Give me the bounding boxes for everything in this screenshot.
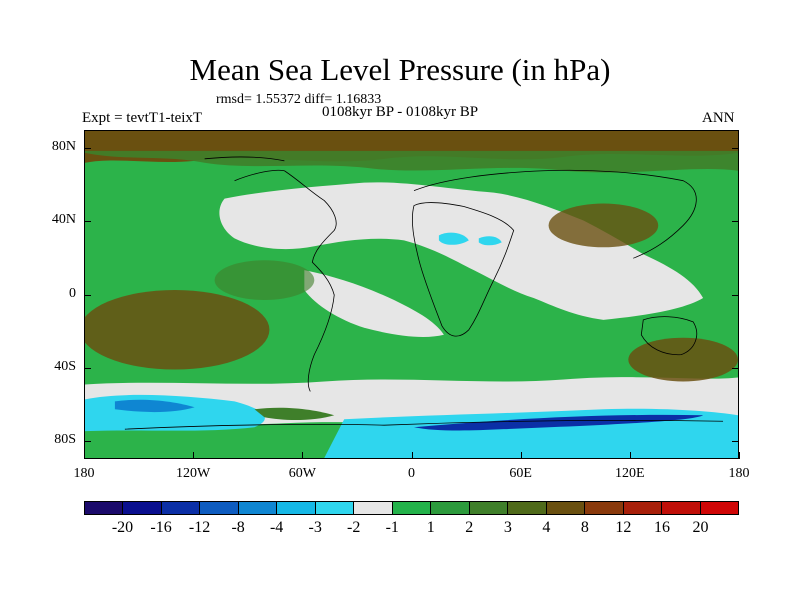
lat-tick-mark <box>84 294 91 296</box>
colorbar-label: -12 <box>188 519 211 536</box>
lat-tick-mark <box>84 440 91 442</box>
colorbar-swatch <box>623 502 663 514</box>
colorbar-swatch <box>700 502 738 514</box>
colorbar-swatch <box>469 502 509 514</box>
americas-coastline <box>284 170 337 392</box>
cyan-mideast-2 <box>478 236 502 246</box>
colorbar-label: -2 <box>347 519 361 536</box>
colorbar-swatch <box>546 502 586 514</box>
colorbar-label: 4 <box>542 519 551 536</box>
colorbar-swatch <box>238 502 278 514</box>
period-label: 0108kyr BP - 0108kyr BP <box>322 104 479 120</box>
lon-tick-mark <box>302 452 304 459</box>
lon-tick-label: 180 <box>728 466 750 481</box>
colorbar-swatch <box>200 502 239 514</box>
lon-tick-label: 120E <box>615 466 645 481</box>
lon-tick-mark <box>84 452 85 459</box>
colorbar-swatch <box>315 502 355 514</box>
map-title: Mean Sea Level Pressure (in hPa) <box>189 52 611 87</box>
colorbar-swatch <box>123 502 162 514</box>
lon-tick-label: 120W <box>176 466 211 481</box>
antarctica-coastline <box>124 420 724 430</box>
australia-coastline <box>640 316 697 356</box>
colorbar-swatch <box>662 502 701 514</box>
colorbar-label: 1 <box>426 519 435 536</box>
stats-line: rmsd= 1.55372 diff= 1.16833 <box>216 92 382 107</box>
lat-tick-mark-right <box>732 440 739 442</box>
colorbar-label: 8 <box>580 519 589 536</box>
lat-tick-mark-right <box>732 367 739 369</box>
asia-brown <box>548 203 659 248</box>
lat-tick-mark-right <box>732 221 739 223</box>
lat-tick-label: 40N <box>51 212 76 228</box>
colorbar-swatch <box>161 502 201 514</box>
south-pacific-brown <box>85 290 270 370</box>
gray-south-atlantic <box>304 270 444 337</box>
lat-tick-label: 80N <box>51 139 76 155</box>
africa-coastline <box>411 202 515 337</box>
antarctic-blue-west <box>114 399 195 413</box>
lon-tick-label: 0 <box>408 466 415 481</box>
colorbar-label: 2 <box>465 519 474 536</box>
colorbar-label: -1 <box>385 519 399 536</box>
arctic-dark-green <box>85 150 738 173</box>
eurasia-coastline <box>413 169 697 259</box>
lat-tick-label: 80S <box>54 431 76 447</box>
colorbar-label: -3 <box>308 519 322 536</box>
colorbar-label: 12 <box>615 519 632 536</box>
north-america-coastline <box>204 156 285 182</box>
colorbar-label: 3 <box>503 519 512 536</box>
lat-tick-label: 0 <box>69 285 76 301</box>
atlantic-dark-green <box>214 260 315 300</box>
lon-tick-mark <box>520 452 522 459</box>
pressure-field-map <box>85 131 738 458</box>
colorbar-swatch <box>392 502 432 514</box>
colorbar-label: 20 <box>692 519 709 536</box>
lon-tick-mark <box>629 452 631 459</box>
colorbar-label: -8 <box>231 519 245 536</box>
lon-tick-mark <box>411 452 413 459</box>
lat-tick-mark <box>84 221 91 223</box>
lat-tick-mark <box>84 367 91 369</box>
antarctic-dark-green <box>254 407 335 421</box>
lon-tick-label: 60E <box>509 466 532 481</box>
colorbar-swatch <box>85 502 124 514</box>
season-label: ANN <box>702 110 735 126</box>
colorbar-swatch <box>277 502 316 514</box>
coastlines <box>124 156 724 430</box>
colorbar-label: -16 <box>150 519 172 536</box>
lon-tick-label: 60W <box>288 466 316 481</box>
colorbar-swatch <box>354 502 393 514</box>
antarctic-deep-blue <box>413 414 704 431</box>
lon-tick-label: 180 <box>73 466 95 481</box>
experiment-label: Expt = tevtT1-teixT <box>82 110 203 126</box>
lat-tick-label: 40S <box>54 358 76 374</box>
australia-brown <box>628 337 738 382</box>
colorbar-swatch <box>508 502 547 514</box>
colorbar-swatch <box>431 502 470 514</box>
colorbar-label: -4 <box>269 519 284 536</box>
colorbar-label: -20 <box>111 519 134 536</box>
map-panel <box>84 130 739 459</box>
lon-tick-mark <box>739 452 740 459</box>
colorbar <box>84 501 739 515</box>
colorbar-swatch <box>585 502 624 514</box>
gray-tropical-band <box>219 182 704 320</box>
lat-tick-mark-right <box>732 148 739 150</box>
lon-tick-mark <box>193 452 195 459</box>
cyan-mideast <box>438 232 469 245</box>
lat-tick-mark-right <box>732 294 739 296</box>
colorbar-label: 16 <box>653 519 670 536</box>
lat-tick-mark <box>84 148 91 150</box>
